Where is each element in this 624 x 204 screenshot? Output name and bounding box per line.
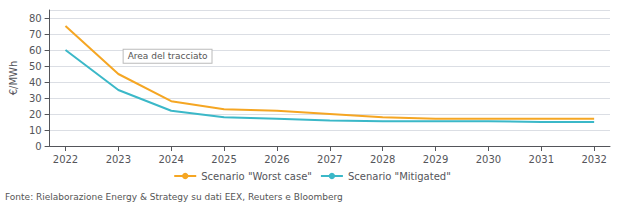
svg-text:2031: 2031: [529, 154, 554, 165]
svg-text:40: 40: [29, 77, 42, 88]
svg-text:Scenario "Mitigated": Scenario "Mitigated": [348, 171, 451, 182]
svg-text:2027: 2027: [317, 154, 342, 165]
svg-text:0: 0: [35, 141, 41, 152]
svg-text:60: 60: [29, 45, 42, 56]
svg-text:€/MWh: €/MWh: [8, 61, 19, 96]
svg-text:70: 70: [29, 29, 42, 40]
svg-text:2032: 2032: [581, 154, 606, 165]
svg-text:Area del tracciato: Area del tracciato: [128, 51, 208, 61]
svg-text:2029: 2029: [423, 154, 448, 165]
svg-text:30: 30: [29, 93, 42, 104]
svg-text:2023: 2023: [106, 154, 131, 165]
svg-text:2026: 2026: [264, 154, 289, 165]
svg-text:10: 10: [29, 125, 42, 136]
svg-text:20: 20: [29, 109, 42, 120]
svg-text:Fonte: Rielaborazione Energy &: Fonte: Rielaborazione Energy & Strategy …: [5, 192, 343, 202]
svg-text:2025: 2025: [211, 154, 236, 165]
svg-text:Scenario "Worst case": Scenario "Worst case": [201, 171, 312, 182]
svg-text:2024: 2024: [158, 154, 183, 165]
svg-text:50: 50: [29, 61, 42, 72]
svg-text:80: 80: [29, 13, 42, 24]
svg-text:2022: 2022: [53, 154, 78, 165]
svg-text:2028: 2028: [370, 154, 395, 165]
svg-text:2030: 2030: [476, 154, 501, 165]
